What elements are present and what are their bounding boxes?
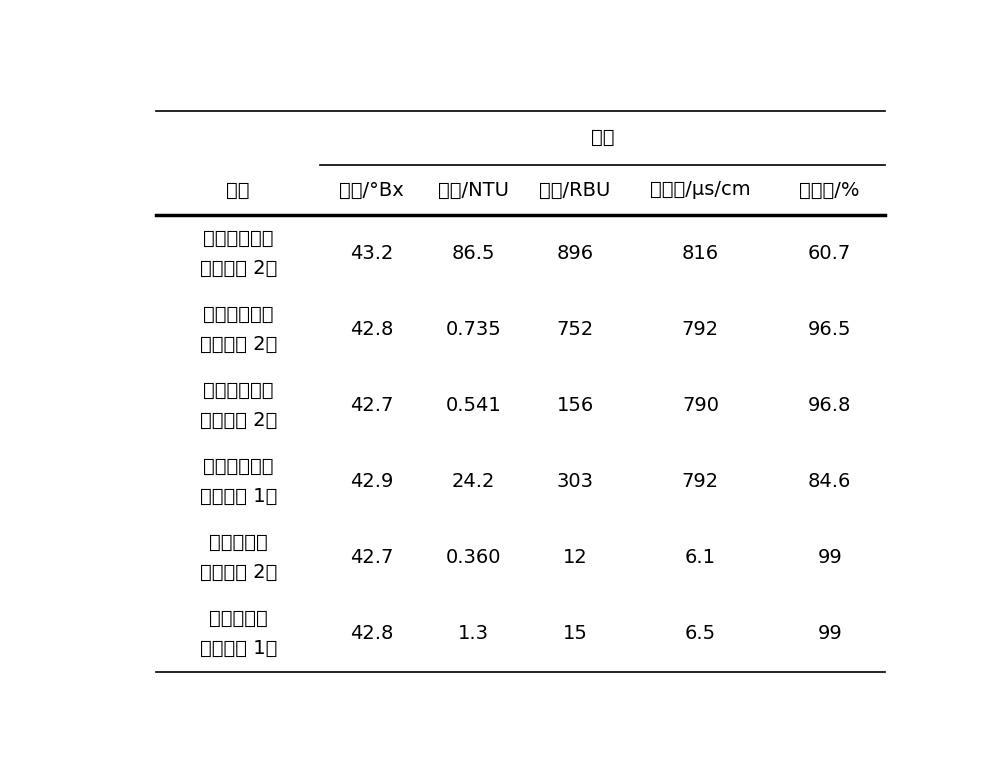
Text: 1.3: 1.3 (458, 625, 489, 643)
Text: 透光率/%: 透光率/% (799, 181, 860, 199)
Text: 792: 792 (682, 320, 719, 339)
Text: 42.8: 42.8 (350, 625, 393, 643)
Text: 60.7: 60.7 (808, 244, 851, 263)
Text: 6.5: 6.5 (685, 625, 716, 643)
Text: 99: 99 (817, 548, 842, 567)
Text: 816: 816 (682, 244, 719, 263)
Text: 第四果葡糖浆: 第四果葡糖浆 (203, 381, 274, 400)
Text: （实施例 2）: （实施例 2） (200, 563, 277, 582)
Text: 15: 15 (563, 625, 588, 643)
Text: 42.7: 42.7 (350, 548, 393, 567)
Text: （实施例 2）: （实施例 2） (200, 411, 277, 430)
Text: 色度/RBU: 色度/RBU (539, 181, 611, 199)
Text: （对照例 1）: （对照例 1） (200, 487, 277, 506)
Text: 0.735: 0.735 (445, 320, 501, 339)
Text: 752: 752 (556, 320, 594, 339)
Text: 42.8: 42.8 (350, 320, 393, 339)
Text: （实施例 2）: （实施例 2） (200, 335, 277, 354)
Text: 12: 12 (563, 548, 587, 567)
Text: 浊度/NTU: 浊度/NTU (438, 181, 509, 199)
Text: 42.7: 42.7 (350, 396, 393, 415)
Text: 清果葡糖浆: 清果葡糖浆 (209, 609, 268, 629)
Text: 96.8: 96.8 (808, 396, 851, 415)
Text: （实施例 2）: （实施例 2） (200, 259, 277, 277)
Text: 项目: 项目 (591, 128, 614, 147)
Text: （对照例 1）: （对照例 1） (200, 639, 277, 658)
Text: 锶度/°Bx: 锶度/°Bx (339, 181, 404, 199)
Text: 896: 896 (557, 244, 594, 263)
Text: 项目: 项目 (226, 181, 250, 199)
Text: 24.2: 24.2 (452, 472, 495, 491)
Text: 792: 792 (682, 472, 719, 491)
Text: 6.1: 6.1 (685, 548, 716, 567)
Text: 电导率/μs/cm: 电导率/μs/cm (650, 181, 751, 199)
Text: 43.2: 43.2 (350, 244, 393, 263)
Text: 86.5: 86.5 (451, 244, 495, 263)
Text: 0.360: 0.360 (445, 548, 501, 567)
Text: 第三果葡糖浆: 第三果葡糖浆 (203, 305, 274, 324)
Text: 96.5: 96.5 (808, 320, 851, 339)
Text: 303: 303 (557, 472, 594, 491)
Text: 156: 156 (556, 396, 594, 415)
Text: 99: 99 (817, 625, 842, 643)
Text: 84.6: 84.6 (808, 472, 851, 491)
Text: 第二果葡糖浆: 第二果葡糖浆 (203, 229, 274, 248)
Text: 0.541: 0.541 (445, 396, 501, 415)
Text: 790: 790 (682, 396, 719, 415)
Text: 清果葡糖浆: 清果葡糖浆 (209, 533, 268, 553)
Text: 42.9: 42.9 (350, 472, 393, 491)
Text: 第四果葡糖浆: 第四果葡糖浆 (203, 457, 274, 476)
